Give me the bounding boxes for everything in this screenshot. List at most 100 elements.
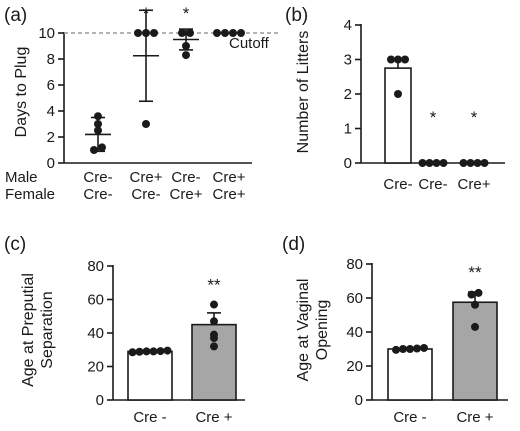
- data-point: [156, 347, 165, 356]
- y-tick-label: 1: [344, 121, 352, 138]
- category-label: Cre +: [456, 409, 493, 426]
- data-point: [399, 345, 407, 353]
- category-label-male: Cre-: [171, 169, 200, 186]
- data-point: [406, 345, 414, 353]
- row-label-male: Male: [5, 169, 38, 186]
- y-tick-label: 80: [346, 256, 363, 273]
- y-tick-label: 3: [344, 52, 352, 69]
- panel-c: (c) Age at Preputial Separation 0 20 40 60 8…: [4, 234, 245, 426]
- row-label-female: Female: [5, 186, 55, 203]
- y-tick-label: 8: [47, 51, 55, 68]
- category-label-male: Cre+: [213, 169, 246, 186]
- category-label-female: Cre+: [170, 186, 203, 203]
- panel-b-label: (b): [285, 5, 308, 26]
- panel-c-label: (c): [4, 234, 26, 255]
- panel-d: (d) Age at Vaginal Opening 0 20 40 60 80 Cre…: [282, 234, 508, 426]
- category-label-female: Cre+: [213, 186, 246, 203]
- data-point: [432, 159, 441, 167]
- data-point: [439, 159, 448, 167]
- panel-d-y-axis-label-line1: Age at Vaginal: [295, 279, 312, 382]
- y-tick-label: 20: [87, 359, 104, 376]
- data-point: [480, 159, 489, 167]
- y-tick-label: 10: [38, 25, 55, 42]
- data-point: [210, 330, 218, 339]
- y-tick-label: 60: [346, 290, 363, 307]
- data-point: [392, 345, 400, 354]
- panel-c-y-axis-label-line2: Separation: [39, 291, 56, 368]
- data-point: [471, 322, 479, 331]
- y-tick-label: 60: [87, 292, 104, 309]
- y-tick-label: 4: [344, 17, 352, 34]
- y-tick-label: 0: [344, 155, 352, 172]
- panel-b-y-axis-label: Number of Litters: [295, 31, 312, 154]
- data-point: [98, 143, 106, 152]
- category-label: Cre -: [133, 409, 166, 426]
- category-label-male: Cre+: [130, 169, 163, 186]
- data-point: [387, 55, 395, 64]
- y-tick-label: 6: [47, 77, 55, 94]
- data-point: [135, 347, 144, 356]
- data-point: [467, 290, 476, 299]
- category-label: Cre+: [458, 176, 491, 193]
- data-point: [163, 346, 172, 355]
- y-tick-label: 40: [346, 324, 363, 341]
- panel-a-y-axis-label: Days to Plug: [13, 47, 30, 138]
- data-point: [420, 343, 428, 352]
- data-point: [394, 55, 402, 64]
- data-point: [210, 300, 218, 309]
- cutoff-label: Cutoff: [229, 35, 270, 52]
- y-tick-label: 0: [96, 392, 104, 409]
- data-point: [473, 159, 482, 167]
- bar: [387, 348, 433, 401]
- panel-c-y-axis-label-line1: Age at Preputial: [20, 273, 37, 387]
- significance-star: **: [468, 263, 482, 282]
- category-label: Cre-: [383, 176, 412, 193]
- panel-d-y-axis-label-line2: Opening: [314, 300, 331, 361]
- bar: [191, 323, 237, 401]
- data-point: [401, 55, 409, 64]
- data-point: [471, 300, 479, 309]
- panel-b: (b) Number of Litters 0 1 2 3 4 Cre- * Cre- * Cr…: [285, 5, 505, 193]
- data-point: [128, 348, 137, 357]
- category-label-female: Cre-: [131, 186, 160, 203]
- bar: [127, 350, 173, 401]
- data-point: [466, 159, 475, 167]
- data-point: [418, 159, 427, 167]
- significance-star: *: [430, 108, 437, 127]
- y-tick-label: 40: [87, 325, 104, 342]
- data-point: [413, 344, 421, 353]
- data-point: [474, 288, 483, 297]
- data-point: [210, 342, 218, 351]
- data-point: [425, 159, 434, 167]
- y-tick-label: 2: [344, 86, 352, 103]
- data-point: [394, 90, 402, 98]
- data-point: [178, 29, 186, 37]
- significance-star: *: [143, 4, 150, 23]
- category-label: Cre-: [418, 176, 447, 193]
- significance-star: *: [471, 108, 478, 127]
- category-label: Cre -: [393, 409, 426, 426]
- panel-d-label: (d): [282, 234, 305, 255]
- data-point: [186, 29, 194, 37]
- bar: [384, 67, 412, 164]
- significance-star: *: [183, 4, 190, 23]
- y-tick-label: 0: [355, 392, 363, 409]
- data-point: [142, 120, 150, 128]
- y-tick-label: 0: [47, 155, 55, 172]
- data-point: [134, 29, 142, 37]
- data-point: [210, 317, 218, 326]
- data-point: [90, 146, 98, 154]
- significance-star: **: [207, 276, 221, 295]
- y-tick-label: 4: [47, 103, 55, 120]
- category-label-male: Cre-: [83, 169, 112, 186]
- y-tick-label: 80: [87, 258, 104, 275]
- data-point: [182, 51, 190, 60]
- data-point: [459, 159, 468, 167]
- panel-a-label: (a): [4, 5, 27, 26]
- y-tick-label: 2: [47, 129, 55, 146]
- data-point: [149, 347, 158, 356]
- category-label: Cre +: [195, 409, 232, 426]
- data-point: [150, 29, 158, 37]
